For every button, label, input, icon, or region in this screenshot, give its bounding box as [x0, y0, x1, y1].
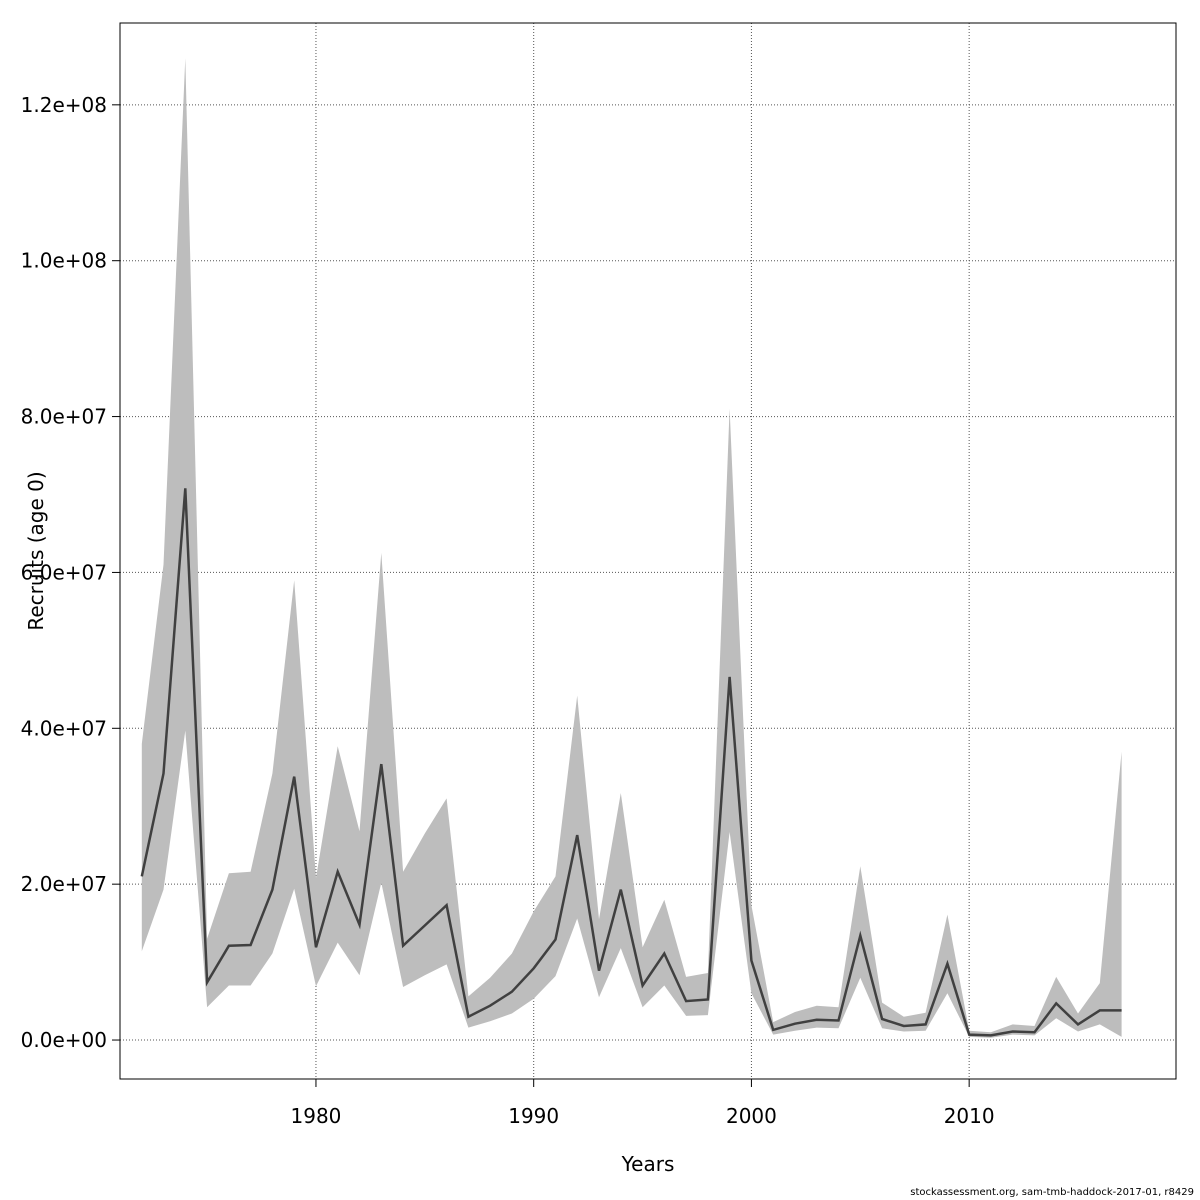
- x-axis: 1980 1990 2000 2010: [291, 1079, 995, 1128]
- y-axis: 0.0e+00 2.0e+07 4.0e+07 6.0e+07 8.0e+07 1.0e+…: [21, 93, 120, 1052]
- x-tick-label-3: 2010: [944, 1104, 995, 1128]
- grid-lines: [120, 23, 1176, 1079]
- y-tick-label-6: 1.2e+08: [21, 93, 107, 117]
- y-tick-label-0: 0.0e+00: [21, 1028, 107, 1052]
- y-tick-label-5: 1.0e+08: [21, 249, 107, 273]
- source-credit: stockassessment.org, sam-tmb-haddock-201…: [910, 1187, 1194, 1198]
- estimate-line: [140, 488, 1122, 1037]
- plot-frame: [119, 22, 1177, 1080]
- x-axis-title: Years: [621, 1152, 675, 1176]
- x-tick-label-1: 1990: [508, 1104, 559, 1128]
- y-tick-label-1: 2.0e+07: [21, 872, 107, 896]
- confidence-band: [141, 58, 1122, 1038]
- y-axis-title: Recruits (age 0): [24, 471, 48, 630]
- y-tick-label-3: 6.0e+07: [21, 560, 107, 584]
- y-tick-label-4: 8.0e+07: [21, 405, 107, 429]
- x-tick-label-0: 1980: [291, 1104, 342, 1128]
- x-tick-label-2: 2000: [726, 1104, 777, 1128]
- y-tick-label-2: 4.0e+07: [21, 716, 107, 740]
